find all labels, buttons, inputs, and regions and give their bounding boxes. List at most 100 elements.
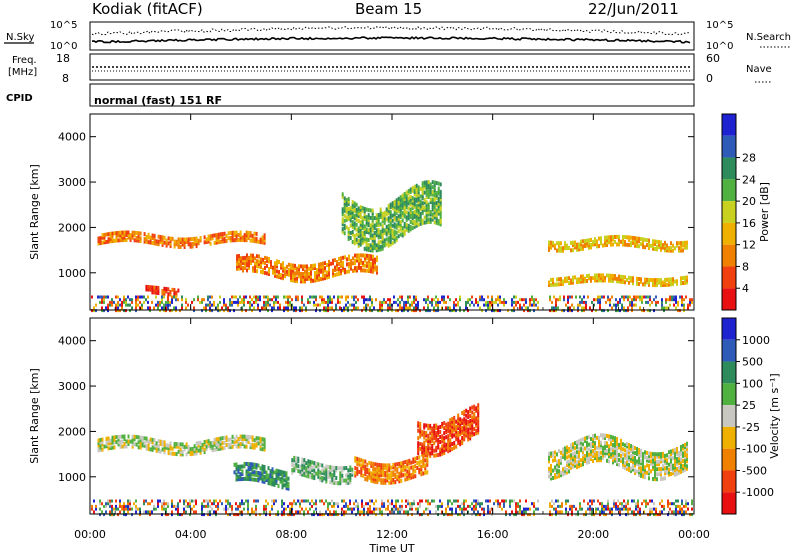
scatter-cell [626,459,628,464]
scatter-cell [439,450,442,454]
noise-cell [371,303,373,307]
scatter-cell [395,198,398,203]
scatter-cell [302,264,304,269]
scatter-cell [316,273,318,278]
scatter-cell [412,469,415,474]
scatter-cell [570,453,572,458]
scatter-cell [339,473,342,478]
scatter-cell [268,267,270,271]
scatter-cell [179,237,182,242]
scatter-cell [662,464,664,469]
scatter-cell [674,447,676,452]
scatter-cell [227,236,230,241]
scatter-cell [370,256,372,261]
scatter-cell [163,235,166,240]
scatter-cell [267,478,270,483]
scatter-cell [361,221,364,226]
scatter-cell [426,455,429,460]
scatter-cell [379,234,382,239]
noise-cell [199,300,201,304]
noise-cell [99,300,101,304]
scatter-cell [157,446,160,451]
noise-cell [181,306,183,310]
noise-cell [479,295,481,299]
noise-cell [163,306,165,310]
noise-cell [521,298,523,302]
noise-cell [423,298,425,302]
noise-cell [111,499,113,503]
scatter-cell [365,207,368,212]
scatter-cell [439,189,442,194]
scatter-cell [652,278,654,283]
scatter-cell [314,271,316,275]
scatter-cell [656,280,658,285]
scatter-cell [341,227,344,232]
noise-cell [411,303,413,307]
noise-cell [433,309,435,313]
noise-cell [375,507,377,511]
scatter-cell [406,469,409,474]
noise-cell [293,499,295,503]
scatter-cell [243,238,246,243]
scatter-cell [263,467,266,472]
colorbar-tick-label: 500 [742,356,763,369]
scatter-cell [594,276,596,280]
scatter-cell [355,207,358,212]
noise-cell [237,298,239,302]
noise-cell [691,499,693,503]
noise-cell [481,295,483,299]
noise-cell [95,303,97,307]
scatter-cell [429,219,432,224]
scatter-cell [377,215,380,220]
scatter-cell [351,240,354,244]
scatter-cell [666,282,668,287]
scatter-cell [309,459,312,464]
scatter-cell [423,200,426,205]
scatter-cell [365,220,368,225]
scatter-cell [409,195,412,199]
scatter-cell [622,457,624,462]
scatter-cell [477,413,480,418]
noise-cell [621,502,623,506]
scatter-cell [99,440,102,445]
noise-cell [99,502,101,506]
noise-cell [519,306,521,310]
noise-cell [491,300,493,304]
scatter-cell [422,471,425,476]
noise-cell [495,309,497,313]
scatter-cell [263,240,266,245]
scatter-cell [576,245,578,250]
scatter-cell [141,443,144,448]
noise-cell [599,502,601,506]
scatter-cell [259,240,262,245]
noise-cell [607,504,609,508]
scatter-cell [570,458,572,463]
scatter-cell [680,447,682,452]
scatter-cell [321,471,324,475]
scatter-cell [662,280,664,285]
scatter-cell [461,411,464,415]
noise-cell [283,513,285,517]
scatter-cell [310,276,312,281]
scatter-cell [325,474,328,479]
scatter-cell [317,464,320,469]
scatter-cell [305,466,308,471]
scatter-cell [197,441,200,446]
scatter-cell [658,472,660,477]
scatter-cell [217,235,220,240]
noise-cell [201,300,203,304]
scatter-cell [390,480,393,485]
scatter-cell [221,436,224,441]
scatter-cell [552,468,554,473]
scatter-cell [296,271,298,276]
noise-cell [313,502,315,506]
noise-cell [127,295,129,299]
noise-cell [353,502,355,506]
scatter-cell [217,447,220,451]
scatter-cell [368,460,371,465]
scatter-cell [425,185,428,190]
scatter-cell [302,267,304,271]
noise-cell [245,309,247,313]
colorbar-segment [722,201,736,223]
